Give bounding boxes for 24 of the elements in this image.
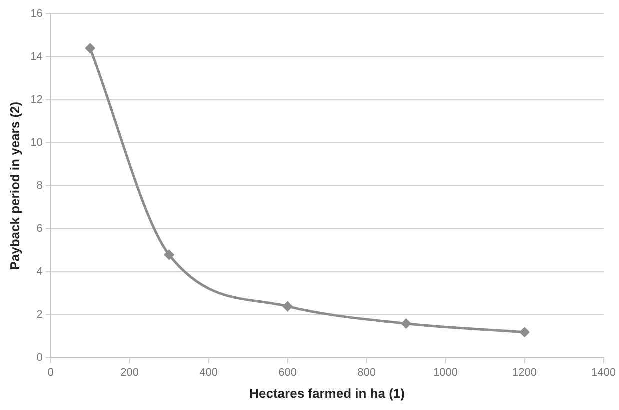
x-tick-label: 0	[48, 366, 54, 379]
y-tick-label: 2	[36, 309, 43, 322]
x-tick-label: 200	[120, 366, 140, 379]
x-tick-label: 1400	[592, 366, 616, 379]
y-tick-label: 8	[36, 180, 43, 192]
y-tick-label: 0	[36, 352, 43, 364]
x-axis-title: Hectares farmed in ha (1)	[250, 386, 405, 401]
y-tick-label: 6	[36, 223, 43, 236]
x-tick-label: 1000	[434, 366, 458, 379]
point	[402, 319, 412, 329]
x-tick-label: 1200	[512, 366, 538, 379]
y-tick-label: 4	[36, 266, 43, 278]
x-tick-label: 800	[358, 366, 376, 379]
point	[86, 44, 96, 54]
y-tick-label: 12	[30, 94, 43, 106]
point	[164, 250, 174, 260]
y-axis-title: Payback period in years (2)	[7, 102, 22, 270]
y-tick-label: 16	[30, 8, 43, 20]
point	[520, 328, 530, 338]
y-tick-label: 14	[30, 51, 43, 64]
point	[283, 302, 293, 312]
y-tick-label: 10	[30, 137, 43, 150]
x-tick-label: 600	[278, 366, 297, 379]
x-tick-label: 400	[200, 366, 218, 379]
